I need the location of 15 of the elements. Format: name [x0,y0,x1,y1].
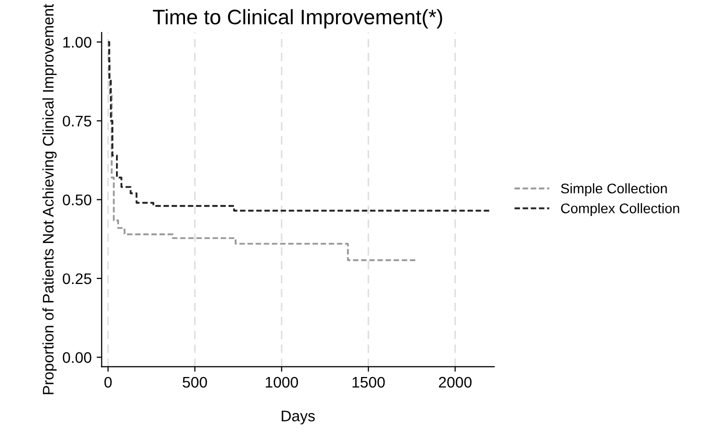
legend-label: Complex Collection [561,203,680,216]
x-axis-title: Days [282,410,315,424]
x-tick-label: 1500 [352,376,385,388]
y-tick-label: 0.00 [62,352,92,363]
y-tick-label: 0.25 [62,273,92,284]
y-tick-label: 0.75 [62,116,92,127]
y-tick-label: 0.50 [62,194,92,206]
y-axis-title: Proportion of Patients Not Achieving Clinical Improvement [42,4,57,394]
x-tick-label: 500 [182,376,207,388]
chart-title: Time to Clinical Improvement(*) [152,9,442,29]
x-tick-label: 0 [104,376,112,388]
legend-label: Simple Collection [561,183,667,196]
x-tick-label: 2000 [438,376,472,388]
x-tick-label: 1000 [266,376,298,388]
y-tick-label: 1.00 [63,36,92,48]
